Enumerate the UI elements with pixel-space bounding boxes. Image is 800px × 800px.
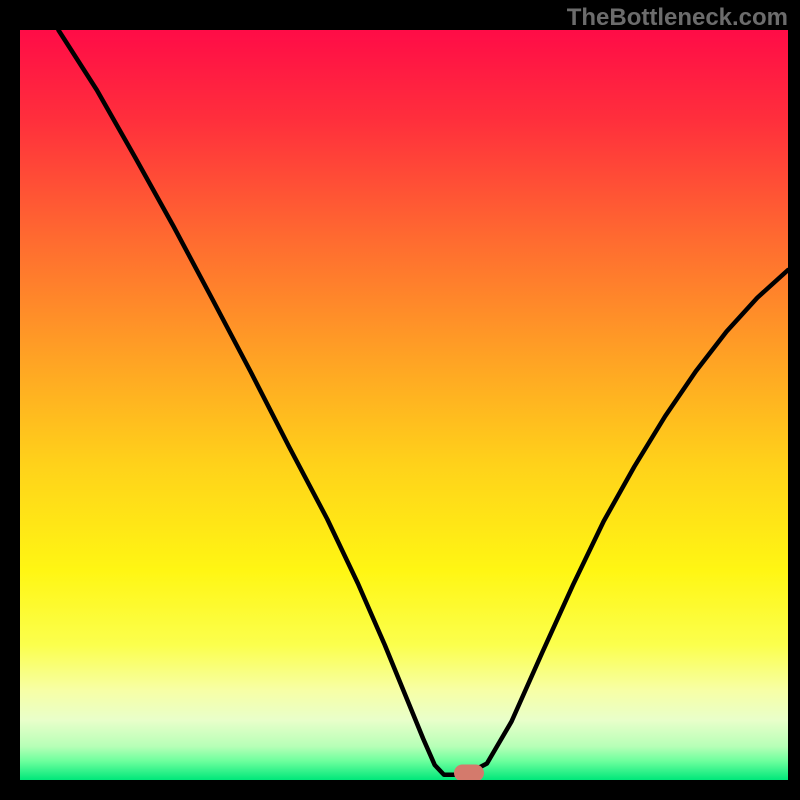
- bottleneck-curve: [20, 30, 788, 780]
- chart-frame: TheBottleneck.com: [0, 0, 800, 800]
- watermark-label: TheBottleneck.com: [567, 4, 788, 32]
- curve-path: [58, 30, 788, 775]
- optimal-marker: [454, 764, 484, 780]
- plot-area: [20, 30, 788, 780]
